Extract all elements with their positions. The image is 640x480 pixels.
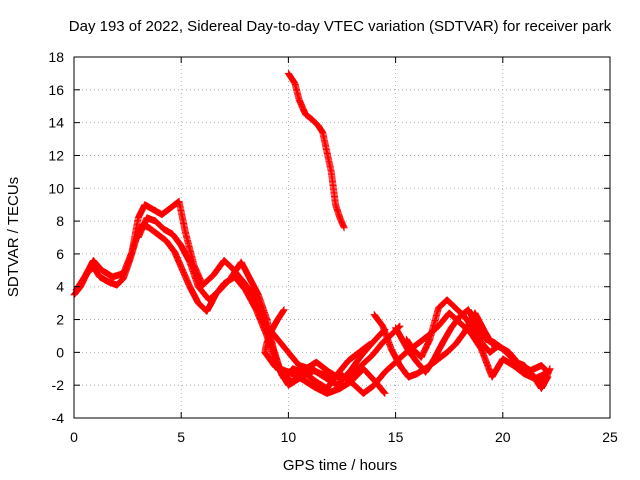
y-tick-label: 8 <box>56 213 64 229</box>
x-tick-label: 10 <box>281 429 297 445</box>
y-tick-label: 6 <box>56 246 64 262</box>
series-markers <box>284 69 348 232</box>
plot-frame <box>73 56 611 419</box>
x-tick-label: 5 <box>177 429 185 445</box>
grid <box>74 57 610 418</box>
series-track-1 <box>70 220 374 392</box>
x-tick-label: 0 <box>70 429 78 445</box>
y-tick-label: 10 <box>48 180 64 196</box>
x-tick-label: 20 <box>495 429 511 445</box>
x-tick-label: 25 <box>602 429 618 445</box>
series-markers <box>392 306 554 387</box>
y-tick-label: -2 <box>52 377 65 393</box>
series-layer <box>70 69 554 397</box>
y-tick-label: 0 <box>56 344 64 360</box>
y-tick-label: 4 <box>56 279 64 295</box>
y-tick-label: 16 <box>48 82 64 98</box>
x-tick-label: 15 <box>388 429 404 445</box>
series-track-8 <box>392 306 554 387</box>
y-tick-label: 2 <box>56 312 64 328</box>
y-tick-label: 18 <box>48 49 64 65</box>
ticks: 0 5 10 15 20 25 -4 -2 0 2 4 6 8 10 12 14 16 18 <box>48 49 618 445</box>
series-markers <box>70 220 374 392</box>
chart-title: Day 193 of 2022, Sidereal Day-to-day VTE… <box>69 18 612 35</box>
y-tick-label: 12 <box>48 147 64 163</box>
series-track-9 <box>261 306 389 397</box>
series-track-4 <box>284 69 348 232</box>
y-tick-label: 14 <box>48 115 64 131</box>
y-tick-label: -4 <box>52 410 65 426</box>
series-markers <box>261 306 389 397</box>
x-axis-label: GPS time / hours <box>283 457 397 474</box>
y-axis-label: SDTVAR / TECUs <box>5 177 22 297</box>
